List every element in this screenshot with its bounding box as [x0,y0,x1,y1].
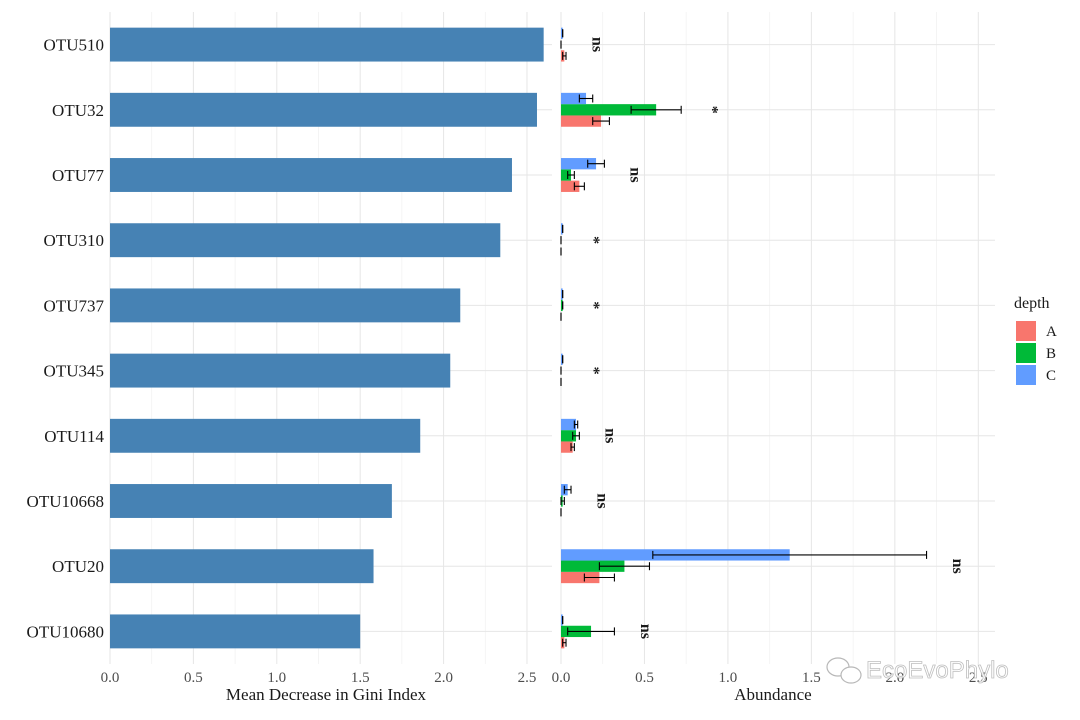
x-tick-label: 2.5 [969,670,988,686]
bar-otu32-b [561,104,657,116]
bar-otu737-c [561,288,563,300]
error-bar-otu77-b [567,171,575,179]
abundance-panel: ns * ns * * * ns ns ns ns 0.0 0.5 1.0 1.5 2.0 2.5 Abunda… [552,12,995,704]
bar-otu10668 [110,484,392,518]
bar-otu32-a [561,115,602,127]
watermark-text: EcoEvoPhylo [866,657,1009,684]
error-bar-otu114-b [572,431,580,440]
bar-otu32-c [561,92,587,105]
legend-swatch-a [1016,321,1036,341]
y-tick-label: OTU114 [44,427,104,446]
bar-otu114 [110,418,421,453]
legend-label-a: A [1046,324,1057,340]
x-tick-label: 1.5 [351,670,370,686]
x-tick-label: 0.5 [184,670,203,686]
watermark: EcoEvoPhylo [826,657,1009,684]
bar-otu510 [110,27,544,62]
x-axis-title: Mean Decrease in Gini Index [226,685,427,704]
bar-otu77-c [561,158,597,170]
x-tick-label: 1.0 [719,670,738,686]
error-bar-otu32-a [592,117,610,126]
bar-otu310-c [561,223,563,235]
error-bar-otu77-a [573,182,585,191]
x-tick-label: 2.0 [885,670,904,686]
bar-otu20-a [561,571,600,584]
y-tick-label: OTU77 [52,166,104,185]
y-tick-label: OTU32 [52,101,104,120]
x-tick-label: 2.0 [434,670,453,686]
legend-label-b: B [1046,346,1056,362]
error-bar-otu510-a [562,51,567,60]
bar-otu114-a [561,441,573,453]
legend: depth A B C [1014,295,1057,385]
bar-otu77-b [561,169,572,181]
x-tick-label: 1.5 [802,670,821,686]
bar-otu345 [110,353,451,388]
bar-otu737 [110,288,461,323]
bar-otu114-c [561,418,577,431]
error-bar-otu20-c [652,550,928,559]
bar-otu77 [110,158,512,192]
bar-otu510-c [561,27,563,39]
bar-otu10680 [110,614,361,649]
x-tick-label: 0.0 [101,670,120,686]
y-tick-label: OTU345 [44,362,104,381]
y-tick-label: OTU20 [52,557,104,576]
error-bar-otu20-a [583,573,615,582]
error-bar-otu20-b [598,562,651,571]
bar-otu345-c [561,353,563,365]
legend-swatch-b [1016,343,1036,363]
legend-label-c: C [1046,368,1056,384]
significance-label-otu345: * [585,367,602,375]
significance-label-otu310: * [585,236,602,244]
significance-label-otu32: * [704,106,721,114]
significance-label-otu10680: ns [637,624,654,639]
y-tick-label: OTU10668 [27,492,104,511]
x-tick-label: 0.5 [635,670,654,686]
error-bar-otu10668-c [563,485,572,494]
wechat-icon [826,657,862,684]
significance-label-otu737: * [585,301,602,309]
y-tick-label: OTU510 [44,36,104,55]
legend-swatch-c [1016,365,1036,385]
x-axis-title: Abundance [734,685,811,704]
error-bar-otu77-c [587,159,605,168]
error-bar-otu114-a [570,443,575,452]
bar-otu32 [110,92,537,127]
error-bar-otu10668-b [560,497,565,505]
bar-otu114-b [561,430,577,442]
significance-label-otu114: ns [602,428,619,443]
y-tick-label: OTU310 [44,231,104,250]
bar-otu20 [110,549,374,584]
significance-label-otu510: ns [588,37,605,52]
x-tick-label: 2.5 [518,670,537,686]
bar-otu20-b [561,560,625,572]
x-tick-label: 0.0 [552,670,571,686]
error-bar-otu10680-b [567,627,615,636]
significance-label-otu77: ns [627,167,644,182]
error-bar-otu114-c [573,420,579,429]
error-bar-otu32-c [578,94,594,103]
error-bar-otu32-b [630,105,682,114]
bar-otu737-b [561,299,563,312]
y-tick-label: OTU10680 [27,622,104,641]
bar-otu77-a [561,180,580,192]
importance-panel: OTU510 OTU32 OTU77 OTU310 OTU737 OTU345 OTU114… [27,12,552,704]
significance-label-otu10668: ns [593,493,610,508]
bar-otu10680-c [561,614,563,626]
error-bar-otu10680-a [562,638,567,647]
x-tick-label: 1.0 [267,670,286,686]
bar-otu310 [110,223,501,258]
y-tick-label: OTU737 [44,296,105,315]
significance-label-otu20: ns [949,559,966,574]
legend-title: depth [1014,295,1050,312]
